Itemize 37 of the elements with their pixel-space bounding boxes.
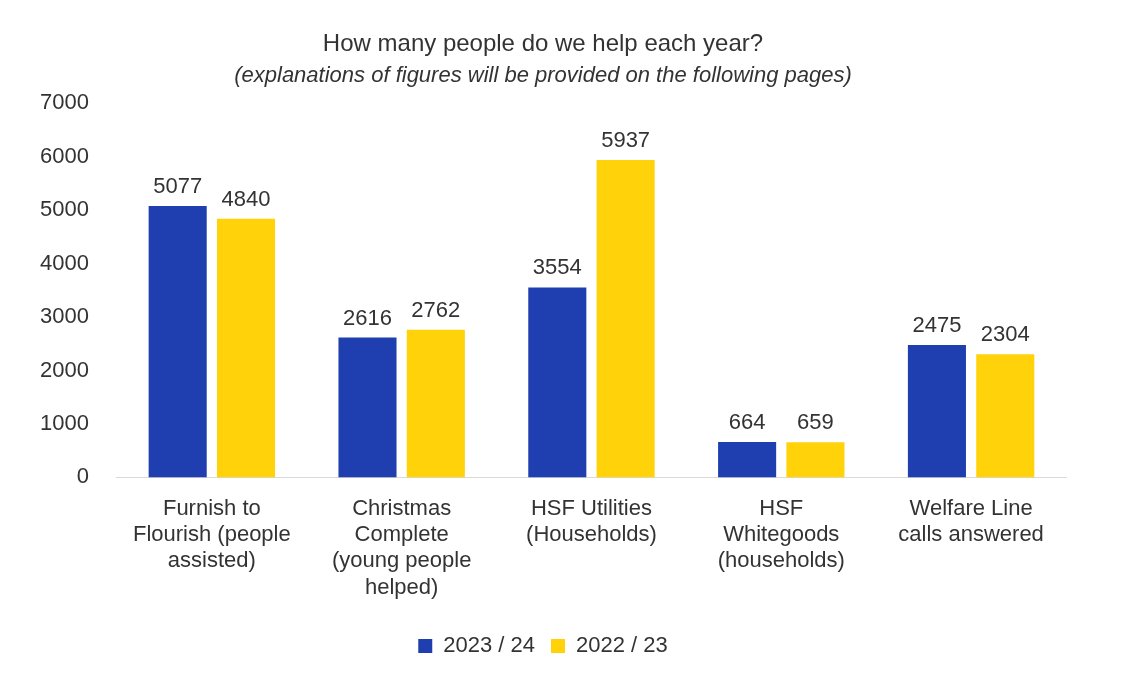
y-tick-label: 1000 [39, 410, 89, 436]
y-tick-label: 7000 [39, 89, 89, 115]
chart-subtitle: (explanations of figures will be provided on the following pages) [234, 62, 852, 88]
data-label: 5077 [153, 173, 203, 199]
bar [148, 206, 207, 478]
x-tick-label: HSF Utilities (Households) [526, 494, 657, 547]
bar [786, 442, 845, 478]
bar [406, 329, 465, 478]
bar [907, 345, 966, 478]
chart-title: How many people do we help each year? [322, 29, 764, 57]
data-label: 3554 [532, 254, 582, 280]
bar [338, 337, 397, 478]
y-tick-label: 6000 [39, 142, 89, 168]
data-label: 4840 [221, 185, 271, 211]
y-tick-label: 4000 [39, 249, 89, 275]
y-tick-label: 2000 [39, 356, 89, 382]
x-tick-label: Christmas Complete (young people helped) [331, 494, 472, 599]
bar [596, 160, 655, 478]
x-tick-label: HSF Whitegoods (households) [717, 494, 845, 573]
bar [216, 218, 276, 478]
y-tick-label: 5000 [39, 196, 89, 222]
data-label: 664 [728, 408, 766, 434]
data-label: 2616 [343, 304, 392, 330]
data-label: 5937 [601, 127, 651, 153]
data-label: 2304 [980, 321, 1030, 347]
data-label: 659 [797, 409, 834, 435]
x-tick-label: Welfare Line calls answered [898, 494, 1044, 547]
y-tick-label: 3000 [39, 303, 89, 329]
legend-label: 2022 / 23 [576, 632, 668, 658]
bar [976, 354, 1035, 478]
x-tick-label: Furnish to Flourish (people assisted) [132, 494, 291, 573]
data-label: 2762 [411, 296, 461, 322]
data-label: 2475 [912, 312, 962, 338]
legend-label: 2023 / 24 [443, 632, 535, 658]
bar [718, 441, 777, 478]
bar [528, 287, 587, 478]
y-tick-label: 0 [76, 463, 89, 489]
